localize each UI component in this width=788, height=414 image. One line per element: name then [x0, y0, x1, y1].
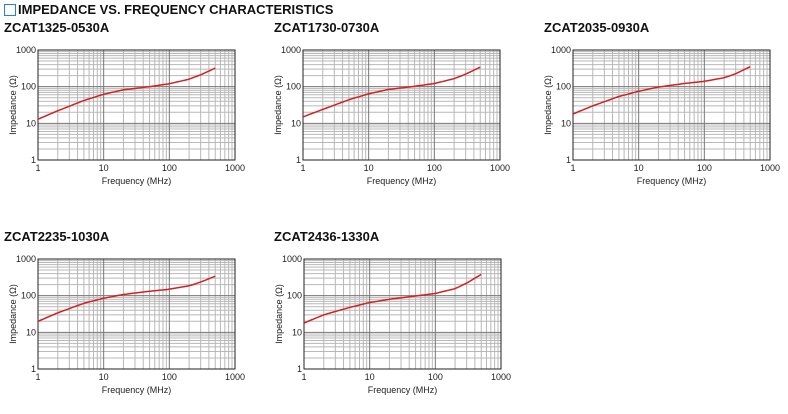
x-tick-label: 1000 — [760, 163, 780, 173]
chart-zcat1730: ZCAT1730-0730A 1 10 100 1000 1 10 100 1000 Freque… — [265, 20, 527, 205]
chart-title: ZCAT2235-1030A — [4, 229, 110, 244]
y-axis-label: Impedance (Ω) — [543, 75, 553, 135]
x-tick-label: 100 — [427, 163, 442, 173]
y-axis-label: Impedance (Ω) — [274, 284, 284, 344]
x-axis-label: Frequency (MHz) — [367, 176, 437, 186]
plot-frame — [37, 49, 236, 161]
plot-frame — [303, 258, 502, 370]
impedance-curve — [302, 66, 481, 118]
y-axis-label: Impedance (Ω) — [8, 284, 18, 344]
y-tick-label: 1 — [31, 155, 36, 165]
x-tick-label: 1 — [300, 163, 305, 173]
y-tick-label: 100 — [21, 82, 36, 92]
chart-zcat2436: ZCAT2436-1330A 1 10 100 1000 1 10 100 1000 Freque… — [266, 229, 528, 414]
chart-svg: 1 10 100 1000 1 10 100 1000 Frequency (MHz) Imped… — [543, 45, 780, 186]
plot-frame — [572, 49, 771, 161]
y-tick-label: 1 — [297, 364, 302, 374]
y-tick-label: 1 — [566, 155, 571, 165]
chart-svg: 1 10 100 1000 1 10 100 1000 Frequency (MHz) Imped… — [8, 45, 245, 186]
x-tick-label: 10 — [99, 163, 109, 173]
y-tick-label: 100 — [287, 291, 302, 301]
y-tick-label: 1000 — [16, 45, 36, 55]
plot-frame — [37, 258, 236, 370]
y-tick-label: 1000 — [281, 45, 301, 55]
impedance-curve — [37, 275, 216, 322]
chart-title: ZCAT2436-1330A — [274, 229, 380, 244]
chart-zcat2235: ZCAT2235-1030A 1 10 100 1000 1 10 100 1000 Freque… — [0, 229, 262, 414]
y-tick-label: 100 — [556, 82, 571, 92]
x-tick-label: 1000 — [491, 372, 511, 382]
y-tick-label: 100 — [21, 291, 36, 301]
x-axis-label: Frequency (MHz) — [102, 176, 172, 186]
y-tick-label: 10 — [292, 327, 302, 337]
chart-svg: 1 10 100 1000 1 10 100 1000 Frequency (MHz) Imped… — [273, 45, 510, 186]
y-axis-label: Impedance (Ω) — [8, 75, 18, 135]
y-tick-label: 10 — [26, 327, 36, 337]
x-tick-label: 10 — [364, 163, 374, 173]
x-axis-label: Frequency (MHz) — [102, 385, 172, 395]
x-axis-label: Frequency (MHz) — [368, 385, 438, 395]
y-tick-label: 10 — [26, 118, 36, 128]
x-tick-label: 1000 — [225, 163, 245, 173]
x-tick-label: 100 — [697, 163, 712, 173]
x-tick-label: 1000 — [490, 163, 510, 173]
x-tick-label: 10 — [634, 163, 644, 173]
y-tick-label: 100 — [286, 82, 301, 92]
plot-frame — [302, 49, 501, 161]
y-tick-label: 10 — [291, 118, 301, 128]
y-tick-label: 1 — [296, 155, 301, 165]
chart-svg: 1 10 100 1000 1 10 100 1000 Frequency (MHz) Imped… — [274, 254, 511, 395]
x-tick-label: 10 — [365, 372, 375, 382]
y-tick-label: 1000 — [551, 45, 571, 55]
y-tick-label: 1000 — [16, 254, 36, 264]
impedance-curve — [37, 67, 216, 120]
x-tick-label: 1 — [570, 163, 575, 173]
x-tick-label: 1 — [35, 372, 40, 382]
x-tick-label: 100 — [162, 372, 177, 382]
chart-zcat1325: ZCAT1325-0530A 1 10 100 1000 1 10 100 1000 Freque… — [0, 20, 262, 205]
y-tick-label: 10 — [561, 118, 571, 128]
y-tick-label: 1000 — [282, 254, 302, 264]
x-tick-label: 1 — [301, 372, 306, 382]
page-title: IMPEDANCE VS. FREQUENCY CHARACTERISTICS — [18, 2, 334, 17]
y-axis-label: Impedance (Ω) — [273, 75, 283, 135]
impedance-curve — [572, 66, 751, 115]
chart-title: ZCAT1730-0730A — [274, 20, 380, 35]
x-axis-label: Frequency (MHz) — [637, 176, 707, 186]
chart-svg: 1 10 100 1000 1 10 100 1000 Frequency (MHz) Imped… — [8, 254, 245, 395]
x-tick-label: 1 — [35, 163, 40, 173]
y-tick-label: 1 — [31, 364, 36, 374]
chart-title: ZCAT1325-0530A — [4, 20, 110, 35]
impedance-curve — [303, 273, 482, 324]
x-tick-label: 1000 — [225, 372, 245, 382]
x-tick-label: 100 — [428, 372, 443, 382]
square-bullet-icon — [4, 3, 16, 16]
page-header: IMPEDANCE VS. FREQUENCY CHARACTERISTICS — [4, 2, 333, 17]
x-tick-label: 10 — [99, 372, 109, 382]
chart-title: ZCAT2035-0930A — [544, 20, 650, 35]
chart-zcat2035: ZCAT2035-0930A 1 10 100 1000 1 10 100 1000 Freque… — [535, 20, 788, 205]
x-tick-label: 100 — [162, 163, 177, 173]
